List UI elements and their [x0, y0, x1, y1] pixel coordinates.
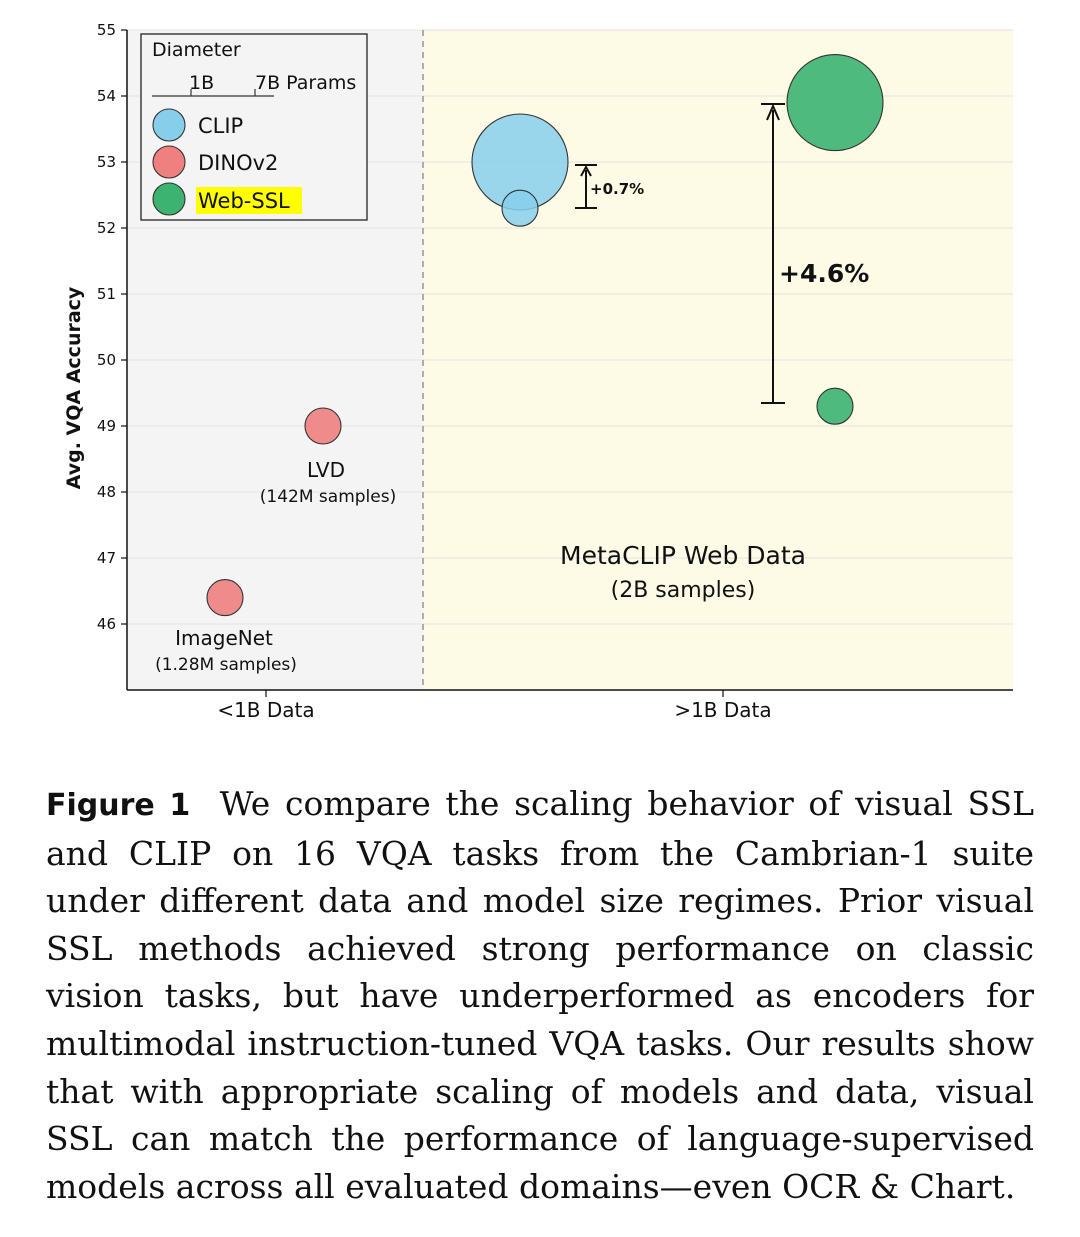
legend-highlight-webssl — [196, 187, 302, 214]
scatter-chart: 46 47 48 49 50 51 52 53 54 55 <1B Data >1B Data A… — [63, 21, 1013, 722]
legend-label-clip: CLIP — [198, 114, 243, 138]
point-webssl — [816, 387, 854, 425]
y-tick-label: 48 — [97, 483, 116, 501]
y-tick-label: 47 — [97, 549, 116, 567]
y-tick-label: 51 — [97, 285, 116, 303]
legend-label-webssl: Web-SSL — [198, 189, 290, 213]
imagenet-samples-label: (1.28M samples) — [155, 655, 297, 675]
legend-size-large: 7B Params — [255, 72, 356, 94]
legend-marker-clip — [152, 108, 186, 142]
y-axis-ticks: 46 47 48 49 50 51 52 53 54 55 — [97, 21, 127, 633]
legend-marker-webssl — [152, 182, 186, 216]
data-points — [206, 54, 884, 617]
point-dinov2 — [206, 579, 244, 617]
y-tick-label: 46 — [97, 615, 116, 633]
clip-gain-label: +0.7% — [590, 180, 644, 198]
caption-text: We compare the scaling behavior of visua… — [46, 784, 1034, 1206]
caption-label: Figure 1 — [46, 788, 191, 823]
metaclip-samples-label: (2B samples) — [611, 578, 756, 603]
y-tick-label: 52 — [97, 219, 116, 237]
legend: Diameter 1B 7B Params CLIP DINOv2 Web-SS… — [140, 33, 368, 221]
figure-caption: Figure 1 We compare the scaling behavior… — [46, 780, 1034, 1210]
imagenet-label: ImageNet — [175, 626, 273, 650]
lvd-label: LVD — [307, 458, 345, 482]
x-tick-label: <1B Data — [217, 698, 314, 722]
lvd-samples-label: (142M samples) — [260, 487, 396, 507]
x-tick-label: >1B Data — [674, 698, 771, 722]
legend-label-dinov2: DINOv2 — [198, 151, 278, 175]
metaclip-label: MetaCLIP Web Data — [560, 541, 806, 570]
y-tick-label: 49 — [97, 417, 116, 435]
point-clip — [501, 189, 539, 227]
y-tick-label: 53 — [97, 153, 116, 171]
legend-title: Diameter — [152, 39, 241, 61]
webssl-gain-bracket — [761, 103, 785, 404]
y-tick-label: 55 — [97, 21, 116, 39]
webssl-gain-label: +4.6% — [779, 259, 869, 288]
legend-marker-dinov2 — [152, 145, 186, 179]
legend-size-small: 1B — [189, 72, 214, 94]
y-tick-label: 54 — [97, 87, 116, 105]
point-dinov2 — [304, 407, 342, 445]
point-webssl — [786, 54, 884, 152]
y-axis-label: Avg. VQA Accuracy — [63, 286, 85, 489]
clip-gain-bracket — [575, 164, 597, 209]
figure-1: 46 47 48 49 50 51 52 53 54 55 <1B Data >1B Data A… — [63, 21, 1013, 722]
y-tick-label: 50 — [97, 351, 116, 369]
